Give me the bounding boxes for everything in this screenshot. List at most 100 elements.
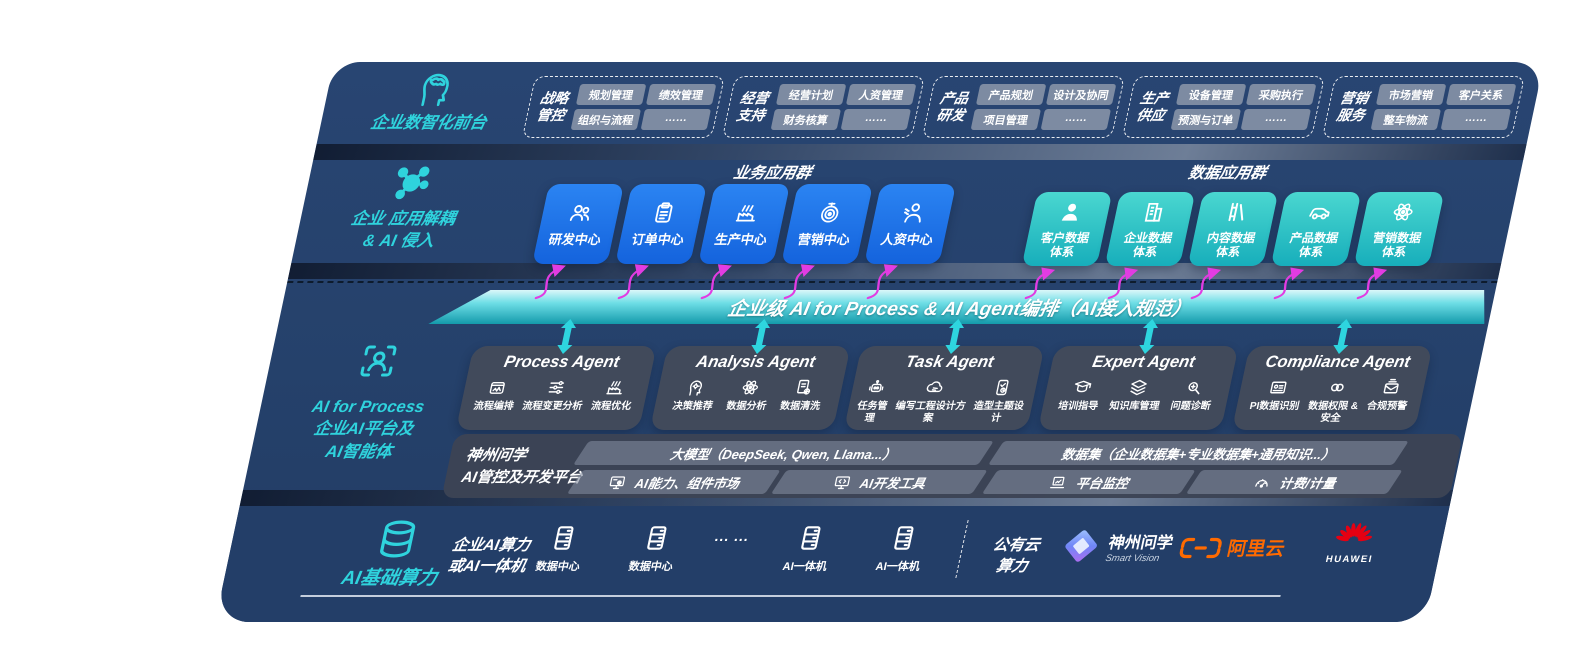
agent-item-label: 流程变更分析 — [521, 401, 584, 412]
group-product-rd: 产品 研发 产品规划 设计及协同 项目管理 …… — [921, 76, 1126, 138]
theme-design-icon — [990, 377, 1015, 398]
chip: 项目管理 — [970, 109, 1042, 130]
analysis-agent-card: Analysis Agent 决策推荐 数据分析 数据清洗 — [649, 346, 851, 430]
dev-tools-icon — [831, 473, 854, 492]
chip: 预测与订单 — [1170, 109, 1242, 130]
data-content-system: 内容数据 体系 — [1187, 192, 1279, 266]
compliance-agent-card: Compliance Agent PI数据识别 数据权限 & 安全 合规预警 — [1231, 346, 1433, 430]
szwx-logo — [1065, 530, 1097, 562]
agent-item-label: 合规预警 — [1365, 401, 1409, 412]
front-office-title: 企业数智化前台 — [368, 114, 489, 132]
hr-person-icon — [897, 200, 929, 226]
process-optimize-icon — [602, 377, 627, 398]
aliyun-logo-icon — [1179, 537, 1222, 558]
ai-appliance-node: AI一体机 — [854, 522, 949, 574]
chip: 设计及协同 — [1045, 84, 1117, 105]
dataset-bar-label: 数据集（企业数据集+专业数据集+通用知识...） — [1060, 446, 1337, 462]
chip: 财务核算 — [770, 109, 842, 130]
chip: 整车物流 — [1370, 109, 1442, 130]
enterprise-building-icon — [1138, 199, 1170, 225]
team-icon — [565, 200, 597, 226]
dashed-separator — [267, 281, 1518, 283]
app-hr-center: 人资中心 — [864, 184, 957, 264]
architecture-diagram-panel: 企业数智化前台 战略 管控 规划管理 绩效管理 组织与流程 …… 经营 支持 经… — [215, 62, 1545, 622]
aliyun-wordmark: 阿里云 — [1225, 539, 1287, 560]
huawei-vendor: HUAWEI — [1312, 520, 1394, 565]
shelf-divider — [313, 144, 1527, 160]
process-change-icon — [544, 377, 569, 398]
dataset-bar: 数据集（企业数据集+专业数据集+通用知识...） — [993, 441, 1403, 465]
group-operation: 经营 支持 经营计划 人资管理 财务核算 …… — [721, 76, 926, 138]
product-car-icon — [1304, 199, 1336, 225]
data-group-header: 数据应用群 — [1186, 165, 1268, 182]
chip: 组织与流程 — [570, 109, 642, 130]
monitor-icon — [1047, 473, 1070, 492]
server-icon — [637, 522, 676, 554]
agent-item-label: 造型主题设计 — [972, 401, 1025, 424]
decouple-rail: 企业 应用解耦 & AI 侵入 — [309, 162, 503, 253]
monitor-cell: 平台监控 — [987, 470, 1190, 494]
chip: …… — [640, 109, 712, 130]
bottom-edge-line — [300, 595, 1281, 597]
chip: 采购执行 — [1245, 84, 1317, 105]
datacenter-node: 数据中心 — [514, 522, 609, 574]
app-label: 生产中心 — [713, 232, 769, 248]
metering-cell: 计费/计量 — [1191, 470, 1397, 494]
ai-appliance-node: AI一体机 — [761, 522, 856, 574]
app-order-center: 订单中心 — [615, 184, 708, 264]
person-scan-icon — [353, 340, 404, 382]
agent-item-label: 知识库管理 — [1108, 401, 1161, 412]
agent-item-label: 数据清洗 — [778, 401, 822, 412]
ai-process-rail: AI for Process 企业AI平台及 AI智能体 — [269, 340, 470, 463]
decision-icon — [684, 377, 709, 398]
group-name: 生产 供应 — [1135, 89, 1171, 124]
data-label: 企业数据 体系 — [1122, 230, 1174, 259]
ellipsis-nodes: ... ... — [713, 528, 752, 544]
cell-label: AI开发工具 — [858, 475, 927, 491]
app-rd-center: 研发中心 — [532, 184, 625, 264]
agent-item-label: 编写工程设计方案 — [894, 401, 967, 424]
agent-title: Process Agent — [502, 353, 622, 371]
chip: 设备管理 — [1175, 84, 1247, 105]
agent-item-label: 数据分析 — [725, 401, 768, 412]
chip: …… — [1040, 109, 1112, 130]
knowledge-layers-icon — [1126, 377, 1151, 398]
business-group-header: 业务应用群 — [731, 165, 813, 182]
metering-gauge-icon — [1251, 473, 1274, 492]
app-label: 研发中心 — [547, 232, 603, 248]
ai-process-title: AI for Process 企业AI平台及 AI智能体 — [310, 398, 427, 461]
data-permission-icon — [1324, 377, 1349, 398]
front-office-groups: 战略 管控 规划管理 绩效管理 组织与流程 …… 经营 支持 经营计划 人资管理… — [521, 76, 1526, 138]
order-clipboard-icon — [648, 200, 680, 226]
chip: 绩效管理 — [645, 84, 717, 105]
agent-title: Compliance Agent — [1263, 353, 1412, 371]
compliance-alert-icon — [1378, 377, 1403, 398]
llm-bar-label: 大模型（DeepSeek, Qwen, Llama...） — [668, 446, 898, 462]
group-production-supply: 生产 供应 设备管理 采购执行 预测与订单 …… — [1121, 76, 1326, 138]
agent-item-label: 问题诊断 — [1169, 401, 1212, 412]
brain-head-icon — [410, 68, 461, 110]
group-name: 经营 支持 — [735, 89, 771, 124]
chip: …… — [1440, 109, 1512, 130]
expert-agent-card: Expert Agent 培训指导 知识库管理 问题诊断 — [1037, 346, 1239, 430]
data-marketing-system: 营销数据 体系 — [1353, 192, 1445, 266]
szwx-vendor: 神州问学 Smart Vision — [1057, 526, 1196, 566]
content-books-icon — [1221, 199, 1253, 225]
cell-label: AI能力、组件市场 — [633, 475, 741, 491]
cell-label: 平台监控 — [1074, 475, 1130, 491]
ai-orchestration-banner: 企业级 AI for Process & AI Agent编排（AI接入规范） — [428, 290, 1491, 324]
platform-label: 神州问学 AI管控及开发平台 — [459, 447, 584, 486]
customer-person-icon — [1055, 199, 1087, 225]
datacenter-node: 数据中心 — [607, 522, 702, 574]
data-enterprise-system: 企业数据 体系 — [1104, 192, 1196, 266]
data-customer-system: 客户数据 体系 — [1021, 192, 1113, 266]
production-icon — [731, 200, 763, 226]
agent-item-label: PI数据识别 — [1248, 401, 1301, 412]
dev-tools-cell: AI开发工具 — [776, 470, 982, 494]
banner-title: 企业级 AI for Process & AI Agent编排（AI接入规范） — [725, 298, 1194, 320]
app-marketing-center: 营销中心 — [781, 184, 874, 264]
node-label: 数据中心 — [534, 561, 581, 573]
group-name: 产品 研发 — [935, 89, 971, 124]
chip: 客户关系 — [1445, 84, 1517, 105]
group-marketing-service: 营销 服务 市场营销 客户关系 整车物流 …… — [1321, 76, 1526, 138]
